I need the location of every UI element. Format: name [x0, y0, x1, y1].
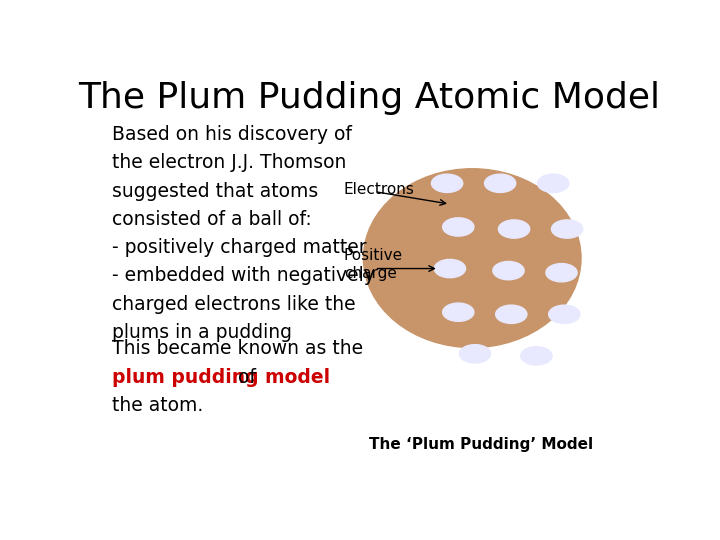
Ellipse shape: [443, 218, 474, 236]
Ellipse shape: [485, 174, 516, 192]
Ellipse shape: [443, 303, 474, 321]
Ellipse shape: [493, 261, 524, 280]
Ellipse shape: [546, 264, 577, 282]
Text: consisted of a ball of:: consisted of a ball of:: [112, 210, 312, 229]
Ellipse shape: [538, 174, 569, 192]
Text: Electrons: Electrons: [344, 182, 415, 197]
Text: The ‘Plum Pudding’ Model: The ‘Plum Pudding’ Model: [369, 437, 593, 452]
Ellipse shape: [495, 305, 527, 323]
Text: Positive
charge: Positive charge: [344, 248, 403, 281]
Text: - positively charged matter: - positively charged matter: [112, 238, 367, 257]
Text: the electron J.J. Thomson: the electron J.J. Thomson: [112, 153, 347, 172]
Text: The Plum Pudding Atomic Model: The Plum Pudding Atomic Model: [78, 82, 660, 116]
Ellipse shape: [549, 305, 580, 323]
Ellipse shape: [459, 345, 490, 363]
Text: of: of: [233, 368, 256, 387]
Ellipse shape: [434, 259, 466, 278]
Text: This became known as the: This became known as the: [112, 339, 364, 358]
Text: plum pudding model: plum pudding model: [112, 368, 330, 387]
Text: the atom.: the atom.: [112, 396, 204, 415]
Text: Based on his discovery of: Based on his discovery of: [112, 125, 352, 144]
Ellipse shape: [498, 220, 530, 238]
Text: charged electrons like the: charged electrons like the: [112, 295, 356, 314]
Ellipse shape: [552, 220, 582, 238]
Text: - embedded with negatively: - embedded with negatively: [112, 266, 375, 286]
Ellipse shape: [364, 168, 581, 348]
Ellipse shape: [521, 347, 552, 365]
Text: plums in a pudding: plums in a pudding: [112, 323, 292, 342]
Text: suggested that atoms: suggested that atoms: [112, 181, 318, 201]
Ellipse shape: [431, 174, 463, 192]
